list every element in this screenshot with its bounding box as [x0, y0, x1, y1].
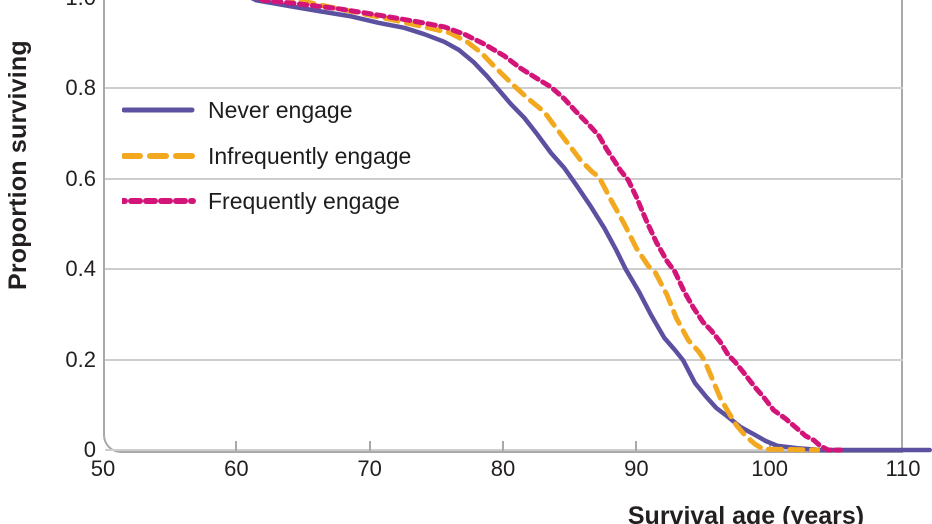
long-dash-line-swatch-icon: [122, 153, 196, 159]
curve-frequently-engage: [254, 0, 843, 453]
solid-line-swatch-icon: [122, 107, 195, 113]
x-tick-mark-70: [368, 441, 371, 452]
gridline-0.6: [105, 177, 903, 180]
x-tick-mark-60: [235, 441, 238, 452]
x-tick-label-100: 100: [751, 456, 789, 481]
y-tick-label-0.4: 0.4: [65, 256, 96, 282]
y-tick-label-0.2: 0.2: [65, 346, 96, 372]
x-tick-label-90: 90: [624, 456, 649, 481]
y-tick-label-0.8: 0.8: [65, 75, 96, 101]
y-tick-label-1.0: 1.0: [40, 0, 96, 11]
x-tick-label-70: 70: [357, 456, 382, 481]
x-tick-label-110: 110: [885, 456, 921, 481]
x-tick-label-80: 80: [490, 456, 516, 481]
legend-item-frequently-engage: Frequently engage: [122, 186, 400, 216]
y-axis-title: Proportion surviving: [4, 40, 32, 290]
legend-label: Never engage: [208, 96, 353, 123]
legend-item-infrequently-engage: Infrequently engage: [122, 141, 411, 171]
legend-item-never-engage: Never engage: [122, 95, 353, 125]
plot-frame: [103, 0, 903, 453]
x-axis-title: Survival age (years): [627, 502, 865, 524]
gridline-0.2: [105, 358, 903, 361]
legend-label: Infrequently engage: [208, 142, 412, 169]
x-tick-label-50: 50: [90, 456, 116, 481]
short-dash-line-swatch-icon: [122, 198, 196, 204]
legend-label: Frequently engage: [208, 187, 400, 214]
y-tick-label-0.6: 0.6: [65, 165, 96, 191]
gridline-0.4: [105, 268, 903, 271]
gridline-0: [105, 449, 903, 451]
x-tick-mark-100: [768, 441, 771, 452]
x-tick-mark-90: [635, 441, 638, 452]
gridline-0.8: [105, 87, 903, 90]
x-tick-mark-80: [502, 441, 504, 452]
curve-infrequently-engage: [287, 0, 821, 453]
x-tick-label-60: 60: [224, 456, 249, 481]
y-tick-label-0: 0: [83, 437, 96, 462]
curve-never-engage: [250, 0, 932, 453]
